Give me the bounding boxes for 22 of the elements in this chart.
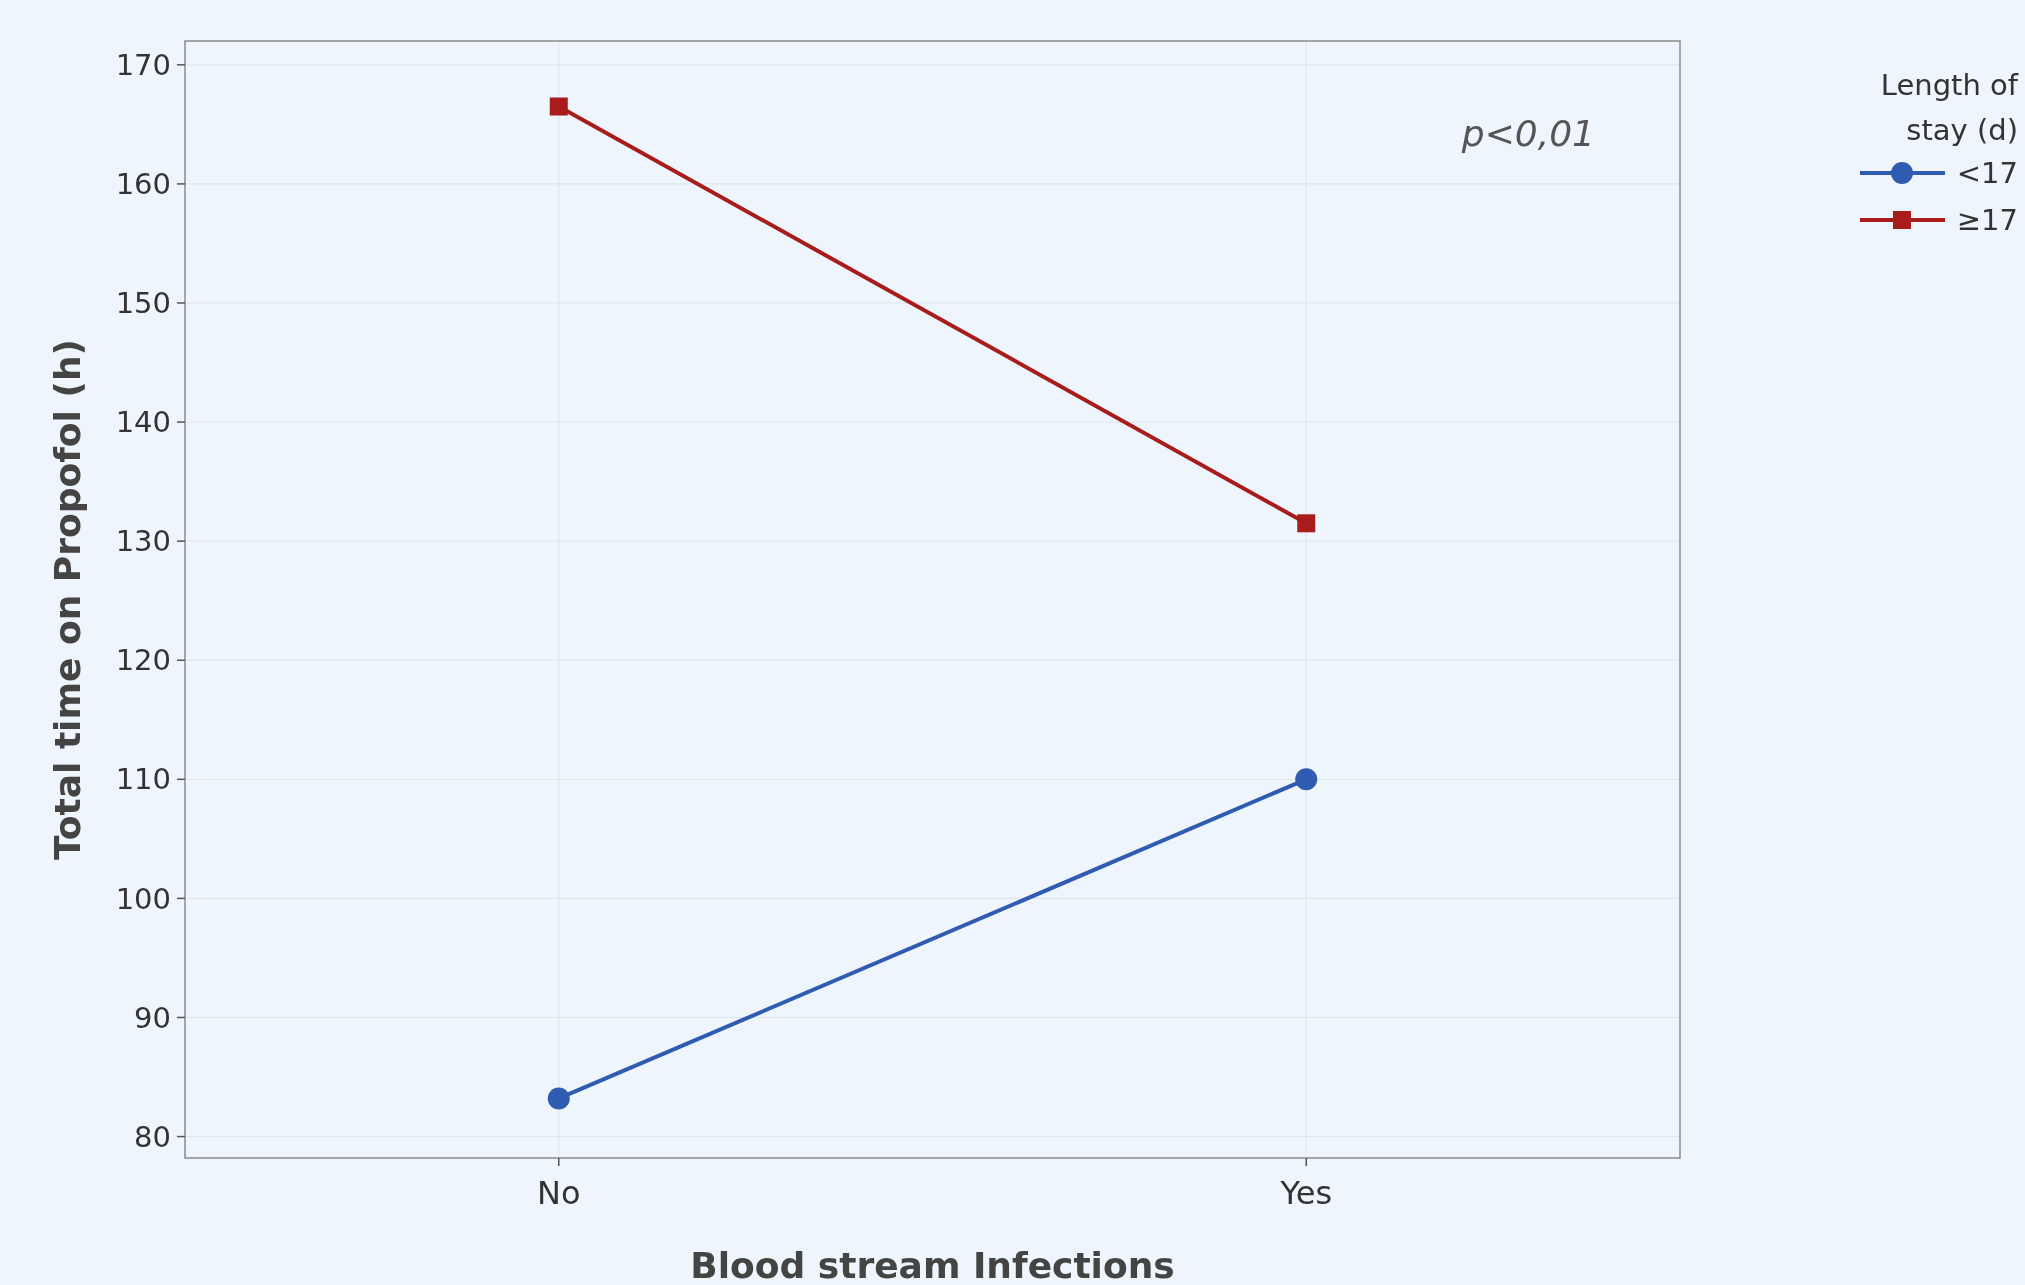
legend-label: ≥17 xyxy=(1956,203,2018,238)
y-tick-label: 130 xyxy=(115,524,171,559)
y-tick-label: 100 xyxy=(115,881,171,916)
x-axis-title: Blood stream Infections xyxy=(690,1245,1175,1285)
annotation: p<0,01 xyxy=(1460,113,1595,154)
y-tick-label: 160 xyxy=(115,167,171,202)
x-tick-label: No xyxy=(536,1174,581,1212)
y-tick-label: 80 xyxy=(134,1119,171,1154)
point xyxy=(1295,768,1318,791)
y-tick-label: 90 xyxy=(134,1000,171,1035)
y-tick-label: 110 xyxy=(115,762,171,797)
point xyxy=(547,1087,570,1110)
y-tick-label: 120 xyxy=(115,643,171,678)
y-axis-title: Total time on Propofol (h) xyxy=(47,339,88,860)
x-tick-label: Yes xyxy=(1279,1174,1333,1212)
legend-label: <17 xyxy=(1956,156,2018,191)
y-tick-label: 150 xyxy=(115,286,171,321)
point xyxy=(549,97,568,116)
y-tick-label: 140 xyxy=(115,405,171,440)
point xyxy=(1297,514,1316,533)
legend-title: Length of stay (d) xyxy=(1880,68,2019,147)
y-tick-label: 170 xyxy=(115,47,171,82)
